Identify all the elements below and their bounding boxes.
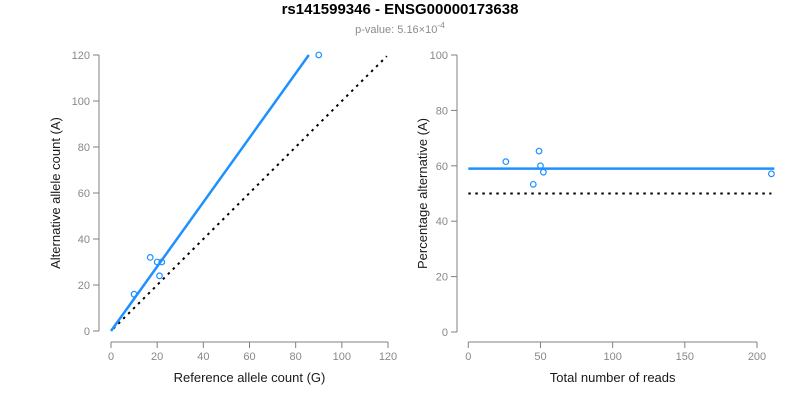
data-point	[768, 170, 775, 178]
data-point	[539, 168, 547, 176]
x-tick-label: 0	[108, 351, 114, 363]
data-point	[537, 162, 544, 170]
y-tick-label: 100	[72, 96, 90, 108]
data-point	[130, 290, 138, 298]
y-axis-title: Percentage alternative (A)	[415, 118, 430, 269]
y-tick-label: 0	[442, 327, 448, 339]
y-tick-label: 120	[72, 50, 90, 62]
y-tick-label: 60	[436, 161, 448, 173]
x-tick-label: 50	[534, 351, 546, 363]
y-tick-label: 20	[78, 280, 90, 292]
data-point	[502, 158, 510, 166]
x-tick-label: 100	[603, 351, 621, 363]
identity-line	[112, 55, 388, 330]
y-tick-label: 0	[84, 326, 90, 338]
x-tick-label: 80	[290, 351, 302, 363]
y-tick-label: 60	[78, 188, 90, 200]
y-tick-label: 40	[78, 234, 90, 246]
data-point	[158, 258, 166, 266]
x-tick-label: 20	[151, 351, 163, 363]
fit-line	[109, 54, 310, 332]
x-axis-title: Total number of reads	[550, 370, 676, 385]
x-tick-label: 150	[676, 351, 694, 363]
y-tick-label: 40	[436, 216, 448, 228]
y-axis-title: Alternative allele count (A)	[48, 117, 63, 269]
x-tick-label: 40	[197, 351, 209, 363]
p-value-text: p-value: 5.16×10	[355, 24, 437, 36]
y-tick-label: 100	[430, 50, 448, 62]
data-point	[156, 272, 163, 280]
x-tick-label: 60	[243, 351, 255, 363]
y-tick-label: 80	[436, 105, 448, 117]
x-tick-label: 100	[333, 351, 351, 363]
data-point	[535, 147, 543, 155]
data-point	[529, 180, 537, 188]
p-value-exponent: -4	[437, 20, 445, 30]
y-tick-label: 20	[436, 272, 448, 284]
left-plot-allele-counts: 0 20 40 60 80 100 120 0 20 40 60 80 100 120 Reference …	[48, 50, 397, 385]
x-tick-label: 0	[465, 351, 471, 363]
x-tick-label: 120	[379, 351, 397, 363]
right-plot-percentage: 0 20 40 60 80 100 0 50 100 150 200 Total number of …	[415, 50, 775, 385]
p-value-subtitle: p-value: 5.16×10-4	[355, 20, 445, 36]
x-tick-label: 200	[748, 351, 766, 363]
y-tick-label: 80	[78, 142, 90, 154]
figure-title: rs141599346 - ENSG00000173638	[282, 1, 519, 18]
data-point	[153, 258, 161, 266]
x-axis-title: Reference allele count (G)	[174, 370, 326, 385]
data-point	[315, 51, 323, 59]
data-point	[146, 253, 154, 261]
